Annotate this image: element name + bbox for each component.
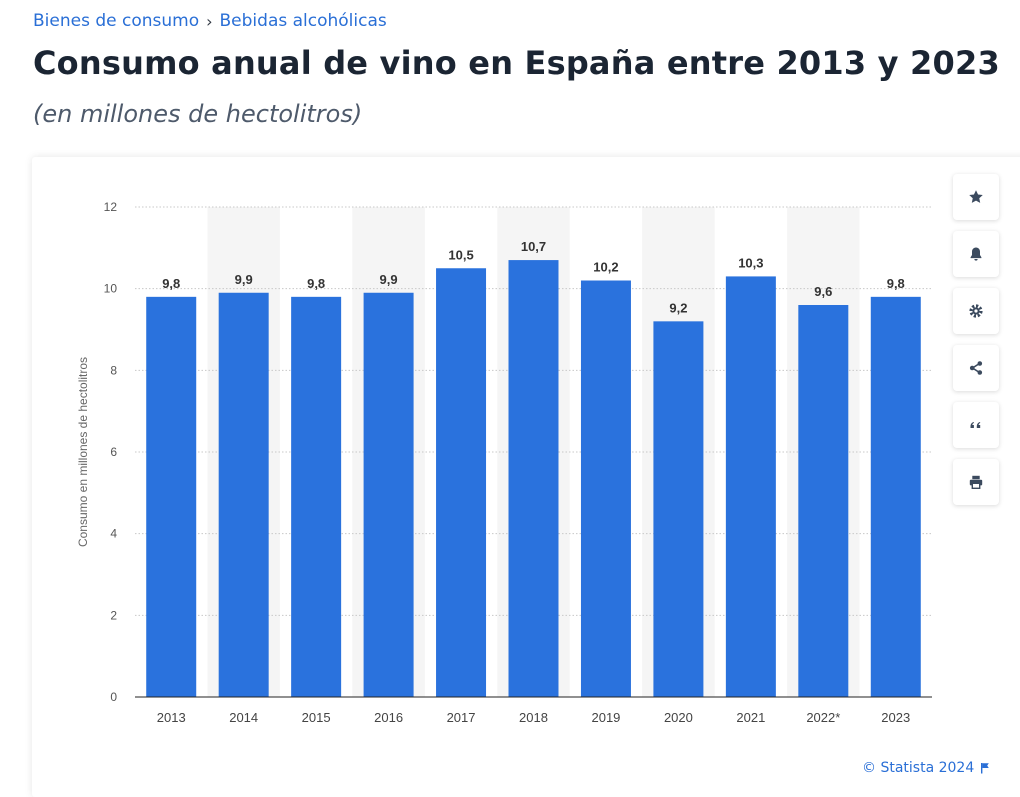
bar[interactable] bbox=[725, 276, 776, 697]
x-tick-label: 2020 bbox=[664, 710, 693, 725]
bar[interactable] bbox=[870, 296, 921, 697]
bar[interactable] bbox=[146, 296, 197, 697]
bar[interactable] bbox=[580, 280, 631, 698]
y-axis-label: Consumo en millones de hectolitros bbox=[76, 357, 90, 547]
x-tick-label: 2017 bbox=[447, 710, 476, 725]
x-tick-label: 2015 bbox=[302, 710, 331, 725]
value-label: 9,9 bbox=[235, 272, 253, 287]
bell-icon bbox=[970, 247, 982, 261]
share-icon bbox=[969, 361, 983, 375]
settings-button[interactable] bbox=[953, 288, 999, 334]
value-label: 10,7 bbox=[521, 239, 546, 254]
bar[interactable] bbox=[436, 268, 487, 697]
bars bbox=[146, 260, 921, 697]
y-tick-label: 2 bbox=[110, 608, 117, 622]
x-tick-label: 2021 bbox=[736, 710, 765, 725]
x-tick-label: 2023 bbox=[881, 710, 910, 725]
value-label: 9,2 bbox=[669, 300, 687, 315]
y-tick-label: 8 bbox=[110, 363, 117, 377]
y-tick-label: 6 bbox=[110, 445, 117, 459]
bar[interactable] bbox=[218, 292, 269, 697]
bar[interactable] bbox=[653, 321, 704, 697]
y-tick-label: 12 bbox=[104, 200, 118, 214]
star-icon bbox=[969, 190, 983, 203]
gear-icon bbox=[969, 304, 983, 318]
chart-toolbar bbox=[953, 174, 1001, 516]
bar[interactable] bbox=[291, 296, 342, 697]
share-button[interactable] bbox=[953, 345, 999, 391]
favorite-button[interactable] bbox=[953, 174, 999, 220]
breadcrumb-link-bienes-de-consumo[interactable]: Bienes de consumo bbox=[33, 11, 200, 31]
page-title: Consumo anual de vino en España entre 20… bbox=[33, 44, 1000, 82]
bar[interactable] bbox=[363, 292, 414, 697]
value-label: 9,6 bbox=[814, 284, 832, 299]
value-label: 10,2 bbox=[593, 260, 618, 275]
value-label: 10,5 bbox=[448, 247, 473, 262]
y-tick-label: 0 bbox=[110, 690, 117, 704]
y-tick-label: 10 bbox=[104, 282, 118, 296]
quote-icon bbox=[970, 422, 981, 428]
x-tick-label: 2019 bbox=[591, 710, 620, 725]
x-tick-label: 2022* bbox=[806, 710, 840, 725]
value-labels: 9,8 9,9 9,8 9,9 10,5 10,7 10,2 9,2 10,3 9,6 9,8 bbox=[162, 239, 905, 315]
page-subtitle: (en millones de hectolitros) bbox=[33, 100, 363, 128]
value-label: 9,8 bbox=[162, 276, 180, 291]
value-label: 9,9 bbox=[380, 272, 398, 287]
x-tick-label: 2016 bbox=[374, 710, 403, 725]
breadcrumb-link-bebidas-alcoholicas[interactable]: Bebidas alcohólicas bbox=[219, 11, 387, 31]
bar[interactable] bbox=[798, 305, 849, 697]
breadcrumb-separator-icon: › bbox=[206, 11, 213, 31]
cite-button[interactable] bbox=[953, 402, 999, 448]
value-label: 9,8 bbox=[307, 276, 325, 291]
y-axis-ticks: 0 2 4 6 8 10 12 bbox=[104, 200, 118, 704]
flag-icon[interactable] bbox=[980, 762, 990, 774]
y-tick-label: 4 bbox=[110, 527, 117, 541]
credit-text: © Statista 2024 bbox=[862, 760, 975, 776]
x-tick-label: 2014 bbox=[229, 710, 258, 725]
breadcrumb: Bienes de consumo › Bebidas alcohólicas bbox=[33, 11, 387, 31]
print-icon bbox=[969, 475, 983, 490]
print-button[interactable] bbox=[953, 459, 999, 505]
notification-button[interactable] bbox=[953, 231, 999, 277]
bar[interactable] bbox=[508, 260, 559, 697]
x-tick-label: 2018 bbox=[519, 710, 548, 725]
x-axis-ticks: 2013 2014 2015 2016 2017 2018 2019 2020 2021 2022… bbox=[157, 710, 910, 725]
x-tick-label: 2013 bbox=[157, 710, 186, 725]
statista-credit[interactable]: © Statista 2024 bbox=[862, 760, 990, 776]
value-label: 9,8 bbox=[887, 276, 905, 291]
value-label: 10,3 bbox=[738, 255, 763, 270]
